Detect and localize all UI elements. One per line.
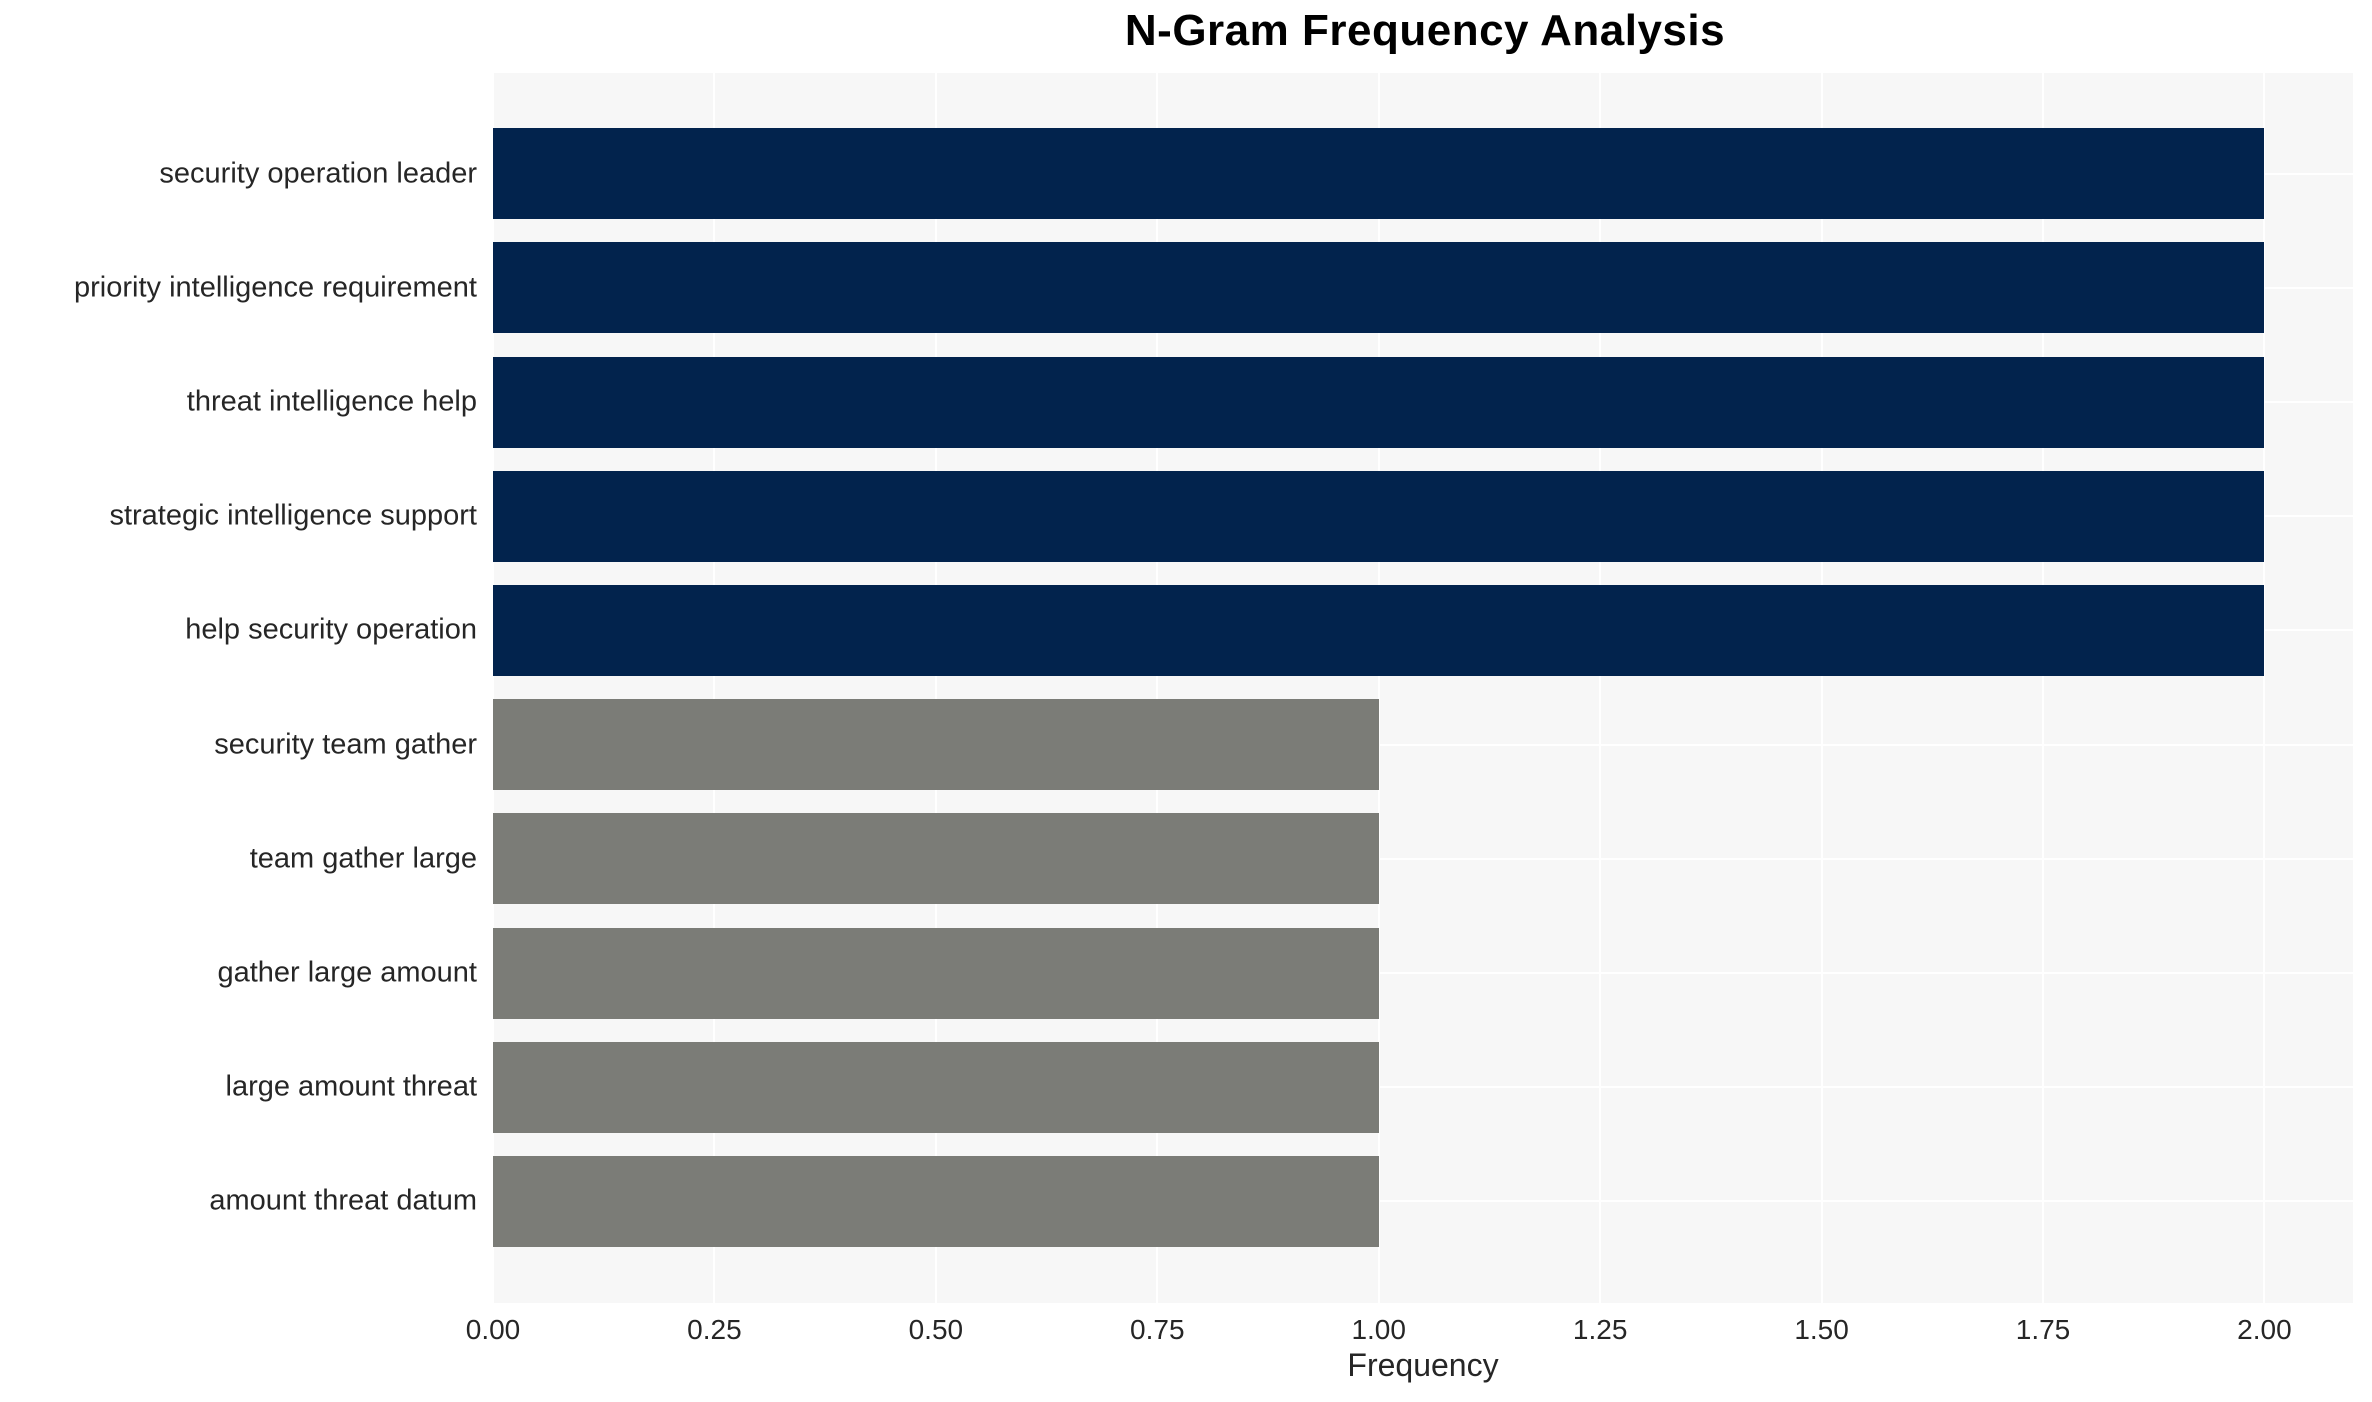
x-tick-label: 0.75 <box>1130 1314 1185 1345</box>
vertical-gridline <box>934 73 937 1303</box>
category-label: strategic intelligence support <box>109 499 477 532</box>
horizontal-gridline <box>493 743 2353 746</box>
frequency-bar <box>493 356 2265 448</box>
x-tick-label: 1.00 <box>1351 1314 1406 1345</box>
category-label: priority intelligence requirement <box>74 271 477 304</box>
plot-area <box>492 73 2353 1303</box>
frequency-bar <box>493 242 2265 334</box>
x-axis-label: Frequency <box>1347 1347 1499 1383</box>
vertical-gridline <box>713 73 716 1303</box>
x-tick-label: 1.75 <box>2015 1314 2071 1345</box>
category-label: threat intelligence help <box>186 385 477 418</box>
x-tick-label: 0.50 <box>908 1314 964 1345</box>
vertical-gridline <box>2263 73 2266 1303</box>
category-label: help security operation <box>185 613 477 646</box>
vertical-gridline <box>1599 73 1602 1303</box>
vertical-gridline <box>1820 73 1823 1303</box>
frequency-bar <box>493 927 1379 1019</box>
y-axis-category-labels: security operation leader priority intell… <box>0 73 477 1303</box>
category-label: large amount threat <box>225 1070 477 1103</box>
vertical-gridline <box>2042 73 2044 1303</box>
frequency-bar <box>493 470 2265 562</box>
category-label: security team gather <box>214 728 477 761</box>
category-label: gather large amount <box>217 956 477 989</box>
frequency-bar <box>493 584 2265 676</box>
chart-title: N-Gram Frequency Analysis <box>1124 6 1726 55</box>
frequency-bar <box>493 1155 1379 1247</box>
x-tick-label: 2.00 <box>2237 1314 2292 1345</box>
x-tick-label: 0.00 <box>465 1314 521 1345</box>
category-label: team gather large <box>249 842 477 875</box>
frequency-bar <box>493 699 1379 791</box>
frequency-bar <box>493 1041 1379 1133</box>
horizontal-gridline <box>493 1200 2353 1203</box>
horizontal-gridline <box>493 972 2353 974</box>
x-tick-label: 1.25 <box>1572 1314 1628 1345</box>
frequency-bar <box>493 128 2265 220</box>
x-tick-label: 1.50 <box>1794 1314 1849 1345</box>
vertical-gridline <box>1377 73 1380 1303</box>
horizontal-gridline <box>493 1086 2353 1089</box>
frequency-bar <box>493 813 1379 905</box>
vertical-gridline <box>1156 73 1159 1303</box>
category-label: security operation leader <box>159 157 477 190</box>
category-label: amount threat datum <box>209 1184 477 1217</box>
vertical-gridline <box>492 73 494 1303</box>
x-tick-label: 0.25 <box>687 1314 742 1345</box>
horizontal-gridline <box>493 857 2353 860</box>
